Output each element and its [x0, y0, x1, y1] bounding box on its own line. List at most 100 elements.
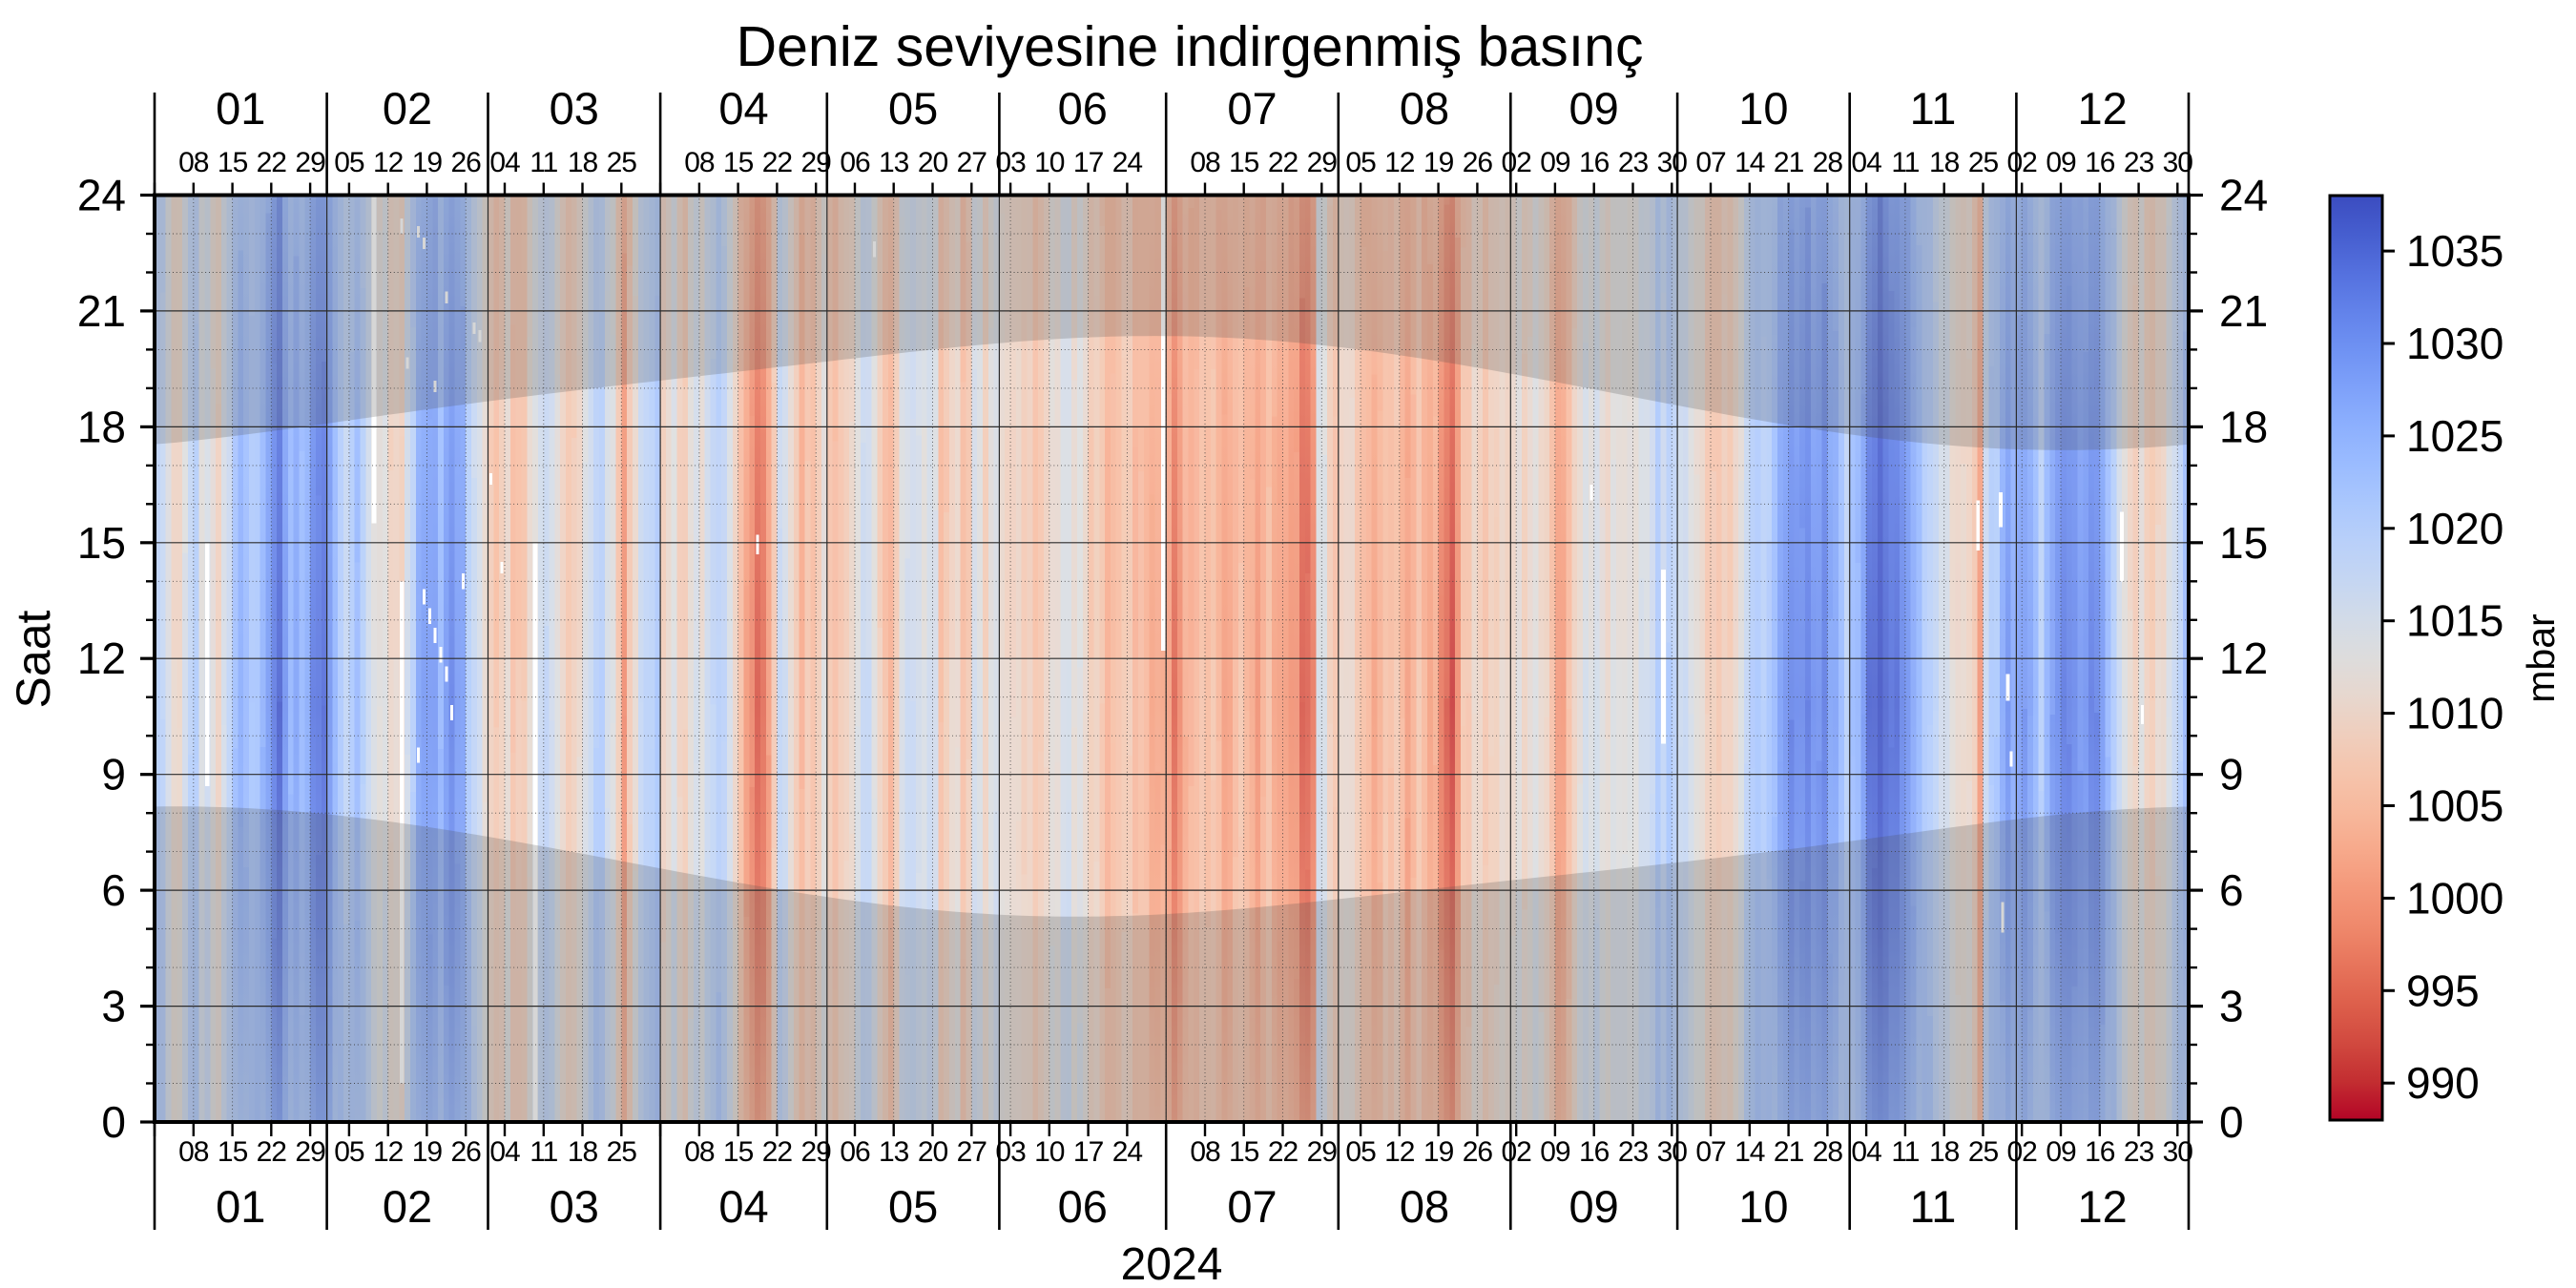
svg-text:25: 25: [607, 1136, 637, 1168]
svg-text:12: 12: [1384, 1136, 1415, 1168]
svg-text:26: 26: [1463, 1136, 1493, 1168]
svg-text:23: 23: [2124, 1136, 2154, 1168]
svg-text:1000: 1000: [2406, 873, 2503, 923]
svg-text:19: 19: [1423, 147, 1454, 178]
svg-text:0: 0: [101, 1097, 126, 1147]
svg-text:01: 01: [216, 1181, 265, 1232]
svg-text:10: 10: [1738, 1181, 1788, 1232]
svg-text:05: 05: [334, 147, 364, 178]
svg-text:02: 02: [383, 1181, 432, 1232]
svg-text:21: 21: [2219, 286, 2268, 336]
svg-text:08: 08: [684, 1136, 715, 1168]
svg-text:12: 12: [2078, 83, 2128, 134]
svg-text:16: 16: [1579, 1136, 1610, 1168]
svg-text:04: 04: [489, 147, 520, 178]
svg-text:21: 21: [1774, 147, 1804, 178]
svg-text:05: 05: [1345, 147, 1376, 178]
svg-text:0: 0: [2219, 1097, 2244, 1147]
svg-text:24: 24: [1112, 147, 1143, 178]
svg-text:29: 29: [295, 1136, 325, 1168]
svg-text:2024: 2024: [1121, 1239, 1223, 1288]
svg-text:20: 20: [918, 1136, 948, 1168]
svg-text:04: 04: [489, 1136, 520, 1168]
svg-text:6: 6: [101, 865, 126, 915]
svg-text:1015: 1015: [2406, 596, 2503, 646]
svg-text:6: 6: [2219, 865, 2244, 915]
svg-text:9: 9: [2219, 750, 2244, 800]
svg-text:14: 14: [1735, 147, 1765, 178]
svg-text:30: 30: [2163, 1136, 2193, 1168]
svg-text:990: 990: [2406, 1058, 2480, 1108]
svg-text:22: 22: [1268, 147, 1298, 178]
svg-text:30: 30: [1657, 1136, 1688, 1168]
svg-text:19: 19: [412, 147, 443, 178]
svg-text:08: 08: [684, 147, 715, 178]
svg-text:27: 27: [957, 147, 987, 178]
svg-text:28: 28: [1813, 1136, 1843, 1168]
svg-text:18: 18: [2219, 402, 2268, 451]
svg-text:16: 16: [2085, 147, 2115, 178]
svg-text:11: 11: [1891, 1136, 1919, 1168]
svg-text:15: 15: [723, 1136, 754, 1168]
svg-text:22: 22: [257, 1136, 287, 1168]
svg-text:15: 15: [1229, 1136, 1259, 1168]
svg-text:19: 19: [412, 1136, 443, 1168]
svg-text:29: 29: [1307, 147, 1338, 178]
svg-text:22: 22: [762, 147, 793, 178]
svg-text:01: 01: [216, 83, 265, 134]
svg-text:03: 03: [550, 83, 599, 134]
svg-text:09: 09: [1569, 83, 1619, 134]
svg-text:09: 09: [1540, 147, 1570, 178]
svg-text:Saat: Saat: [7, 610, 60, 708]
svg-text:18: 18: [568, 1136, 598, 1168]
svg-text:12: 12: [373, 147, 404, 178]
svg-text:13: 13: [879, 147, 909, 178]
svg-text:04: 04: [1851, 1136, 1881, 1168]
svg-text:22: 22: [1268, 1136, 1298, 1168]
svg-text:30: 30: [1657, 147, 1688, 178]
svg-text:21: 21: [77, 286, 126, 336]
svg-text:15: 15: [218, 147, 248, 178]
svg-text:1025: 1025: [2406, 411, 2503, 461]
svg-text:995: 995: [2406, 966, 2480, 1015]
svg-text:24: 24: [1112, 1136, 1143, 1168]
svg-text:22: 22: [762, 1136, 793, 1168]
svg-text:18: 18: [568, 147, 598, 178]
svg-text:09: 09: [2046, 147, 2076, 178]
svg-text:1035: 1035: [2406, 226, 2503, 276]
svg-text:06: 06: [1058, 83, 1108, 134]
svg-text:18: 18: [1929, 147, 1960, 178]
svg-text:17: 17: [1073, 1136, 1104, 1168]
svg-text:9: 9: [101, 750, 126, 800]
svg-text:25: 25: [1968, 1136, 1999, 1168]
svg-text:15: 15: [218, 1136, 248, 1168]
svg-text:1010: 1010: [2406, 689, 2503, 738]
svg-text:07: 07: [1227, 1181, 1277, 1232]
svg-text:02: 02: [2007, 147, 2038, 178]
svg-text:11: 11: [530, 147, 557, 178]
svg-text:11: 11: [1910, 83, 1957, 134]
svg-text:13: 13: [879, 1136, 909, 1168]
svg-text:17: 17: [1073, 147, 1104, 178]
svg-text:28: 28: [1813, 147, 1843, 178]
svg-text:29: 29: [801, 1136, 832, 1168]
svg-text:11: 11: [1891, 147, 1919, 178]
svg-text:03: 03: [550, 1181, 599, 1232]
svg-text:05: 05: [888, 1181, 938, 1232]
svg-text:06: 06: [840, 147, 870, 178]
svg-text:04: 04: [718, 83, 768, 134]
svg-text:10: 10: [1034, 147, 1065, 178]
svg-text:23: 23: [2124, 147, 2154, 178]
svg-text:27: 27: [957, 1136, 987, 1168]
svg-text:05: 05: [888, 83, 938, 134]
svg-text:08: 08: [1190, 147, 1220, 178]
svg-text:23: 23: [1618, 147, 1649, 178]
svg-text:1020: 1020: [2406, 504, 2503, 553]
svg-text:09: 09: [1569, 1181, 1619, 1232]
svg-text:02: 02: [383, 83, 432, 134]
svg-text:05: 05: [334, 1136, 364, 1168]
svg-text:04: 04: [1851, 147, 1881, 178]
svg-text:08: 08: [1190, 1136, 1220, 1168]
svg-text:08: 08: [178, 147, 209, 178]
svg-text:02: 02: [1502, 1136, 1532, 1168]
